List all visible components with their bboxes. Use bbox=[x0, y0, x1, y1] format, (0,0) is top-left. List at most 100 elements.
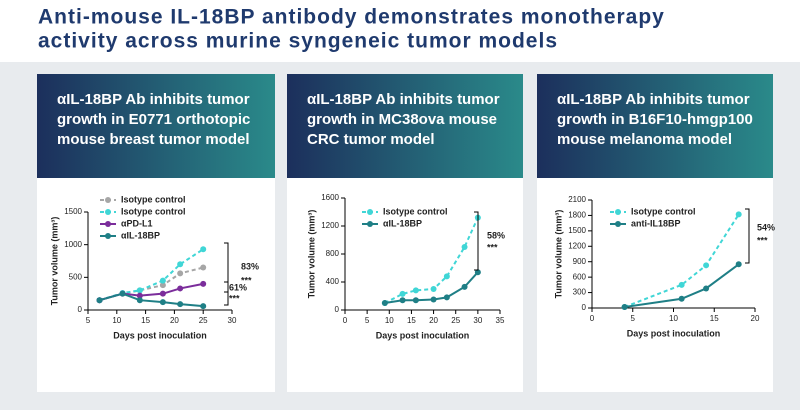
panel-body bbox=[537, 178, 773, 392]
y-axis-label: Tumor volume (mm³) bbox=[553, 210, 563, 299]
data-point bbox=[735, 261, 742, 268]
panel-title: αIL-18BP Ab inhibits tumor bbox=[57, 91, 250, 108]
annotation: *** bbox=[241, 275, 252, 285]
data-point bbox=[136, 287, 143, 294]
y-tick-label: 1500 bbox=[64, 207, 82, 216]
x-tick-label: 15 bbox=[710, 314, 719, 323]
x-tick-label: 30 bbox=[228, 316, 237, 325]
y-tick-label: 600 bbox=[573, 272, 587, 281]
data-point bbox=[443, 294, 450, 301]
data-point bbox=[412, 297, 419, 304]
data-point bbox=[136, 297, 143, 304]
y-tick-label: 300 bbox=[573, 288, 587, 297]
series-line bbox=[624, 213, 740, 308]
panel-title: mouse melanoma model bbox=[557, 131, 732, 148]
data-point bbox=[621, 303, 628, 310]
y-tick-label: 1600 bbox=[321, 193, 339, 202]
data-point bbox=[430, 296, 437, 303]
data-point bbox=[430, 286, 437, 292]
legend-label: Isotype control bbox=[121, 206, 186, 216]
data-point bbox=[159, 277, 166, 284]
data-point bbox=[678, 295, 685, 302]
y-tick-label: 0 bbox=[335, 305, 340, 314]
data-point bbox=[159, 299, 166, 306]
x-tick-label: 15 bbox=[407, 316, 416, 325]
panel-header bbox=[537, 74, 773, 178]
bracket bbox=[745, 208, 750, 264]
data-point bbox=[119, 290, 126, 297]
legend-label: αPD-L1 bbox=[121, 218, 153, 228]
panel-body bbox=[287, 178, 523, 392]
annotation: *** bbox=[487, 242, 498, 252]
legend-marker bbox=[367, 209, 373, 215]
x-tick-label: 5 bbox=[365, 316, 370, 325]
x-tick-label: 5 bbox=[631, 314, 636, 323]
data-point bbox=[177, 261, 184, 268]
data-point bbox=[399, 290, 406, 297]
bracket bbox=[474, 211, 479, 271]
data-point bbox=[159, 282, 166, 289]
x-tick-label: 20 bbox=[751, 314, 760, 323]
x-tick-label: 10 bbox=[385, 316, 394, 325]
legend-label: Isotype control bbox=[383, 206, 448, 216]
data-point bbox=[443, 273, 450, 280]
data-point bbox=[200, 264, 207, 271]
y-tick-label: 400 bbox=[326, 277, 340, 286]
x-axis-label: Days post inoculation bbox=[113, 330, 207, 340]
y-tick-label: 1500 bbox=[568, 226, 586, 235]
data-point bbox=[735, 211, 742, 218]
data-point bbox=[703, 262, 710, 269]
annotation: *** bbox=[757, 235, 768, 245]
data-point bbox=[703, 285, 710, 292]
data-point bbox=[200, 303, 207, 310]
legend-label: αIL-18BP bbox=[121, 230, 160, 240]
panel-title: growth in B16F10-hmgp100 bbox=[557, 111, 753, 128]
annotation: 54% bbox=[757, 222, 775, 232]
annotation: 61% bbox=[229, 282, 247, 292]
data-point bbox=[461, 244, 468, 250]
y-tick-label: 0 bbox=[78, 305, 83, 314]
panel-title: αIL-18BP Ab inhibits tumor bbox=[307, 91, 500, 108]
panel-title: mouse breast tumor model bbox=[57, 131, 250, 148]
panel-title: CRC tumor model bbox=[307, 131, 435, 148]
panel-body bbox=[37, 178, 275, 392]
y-tick-label: 500 bbox=[69, 272, 83, 281]
data-point bbox=[399, 297, 406, 304]
y-axis-label: Tumor volume (mm³) bbox=[306, 210, 316, 299]
x-axis-label: Days post inoculation bbox=[627, 328, 721, 338]
series-line bbox=[624, 263, 740, 308]
y-tick-label: 0 bbox=[582, 303, 587, 312]
legend-marker bbox=[105, 197, 111, 203]
data-point bbox=[461, 283, 468, 290]
x-tick-label: 10 bbox=[669, 314, 678, 323]
x-tick-label: 25 bbox=[451, 316, 460, 325]
y-axis-label: Tumor volume (mm³) bbox=[49, 217, 59, 306]
data-point bbox=[177, 301, 184, 308]
x-tick-label: 20 bbox=[170, 316, 179, 325]
x-tick-label: 35 bbox=[496, 316, 505, 325]
x-tick-label: 5 bbox=[86, 316, 91, 325]
panel-title: growth in E0771 orthotopic bbox=[57, 111, 250, 128]
series-line bbox=[99, 292, 204, 308]
legend-label: Isotype control bbox=[121, 194, 186, 204]
legend-label: αIL-18BP bbox=[383, 218, 422, 228]
x-axis-label: Days post inoculation bbox=[376, 330, 470, 340]
x-tick-label: 25 bbox=[199, 316, 208, 325]
legend-marker bbox=[105, 233, 111, 239]
annotation: *** bbox=[229, 293, 240, 303]
data-point bbox=[678, 281, 685, 288]
data-point bbox=[200, 246, 207, 253]
legend-label: anti-IL18BP bbox=[631, 218, 681, 228]
x-tick-label: 15 bbox=[141, 316, 150, 325]
panel-title: αIL-18BP Ab inhibits tumor bbox=[557, 91, 750, 108]
slide-title: activity across murine syngeneic tumor m… bbox=[38, 30, 558, 53]
legend-label: Isotype control bbox=[631, 206, 696, 216]
y-tick-label: 800 bbox=[326, 249, 340, 258]
x-tick-label: 20 bbox=[429, 316, 438, 325]
panel-header bbox=[37, 74, 275, 178]
data-point bbox=[177, 285, 184, 292]
legend-marker bbox=[615, 221, 621, 227]
y-tick-label: 1200 bbox=[568, 241, 586, 250]
bracket bbox=[224, 281, 229, 306]
